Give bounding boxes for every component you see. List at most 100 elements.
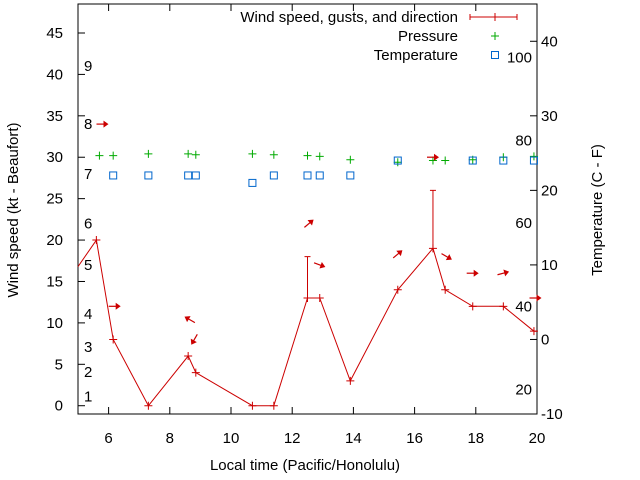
wind-speed-point (315, 294, 324, 303)
pressure-point (191, 150, 200, 159)
x-tick-label: 8 (166, 430, 174, 447)
plot-frame (77, 3, 538, 415)
x-tick-label: 18 (467, 430, 484, 447)
temperature-point (393, 156, 402, 165)
y2-tick-label: 0 (541, 331, 549, 348)
temperature-point (184, 171, 193, 180)
temperature-point (499, 156, 508, 165)
wind-direction-arrow (466, 269, 479, 277)
legend-label: Wind speed, gusts, and direction (240, 9, 458, 26)
y-tick-label: 35 (46, 108, 63, 125)
wind-speed-point (269, 401, 278, 410)
wind-speed-point (92, 236, 101, 245)
wind-direction-arrow (441, 253, 452, 261)
y-tick-label: 10 (46, 315, 63, 332)
wind-speed-point (346, 376, 355, 385)
y2-tick-label: 30 (541, 108, 558, 125)
arrow-head (184, 316, 191, 323)
arrow-head (396, 250, 403, 257)
pressure-point (529, 152, 538, 161)
wind-speed-line (77, 238, 537, 407)
wind-speed-point (144, 401, 153, 410)
y-tick-label: 20 (46, 232, 63, 249)
wind-direction-arrow (313, 261, 326, 269)
wind-direction-arrow (190, 334, 198, 345)
wind-speed-point (499, 302, 508, 311)
wind-direction-arrow (392, 250, 403, 259)
y-tick-label: 15 (46, 273, 63, 290)
wind-speed-point (191, 368, 200, 377)
fahrenheit-label: 100 (507, 50, 532, 67)
x-tick-label: 14 (345, 430, 362, 447)
pressure-point (393, 158, 402, 167)
x-axis-title: Local time (Pacific/Honolulu) (210, 457, 400, 474)
wind-direction-arrow (184, 316, 196, 324)
fahrenheit-label: 20 (515, 381, 532, 398)
y-tick-label: 25 (46, 191, 63, 208)
x-tick-label: 12 (284, 430, 301, 447)
fahrenheit-label: 40 (515, 299, 532, 316)
arrow-head (536, 294, 542, 302)
wind-direction-arrow (497, 269, 510, 277)
y-tick-label: 40 (46, 66, 63, 83)
wind-direction-arrow (529, 294, 542, 302)
beaufort-label: 8 (84, 116, 92, 133)
wind-speed-point (393, 285, 402, 294)
y-tick-label: 45 (46, 25, 63, 42)
inner-scale-labels: 1 2 3 4 5 6 7 8 9 20 40 60 80 100 (84, 50, 532, 406)
x-tick-label: 16 (406, 430, 423, 447)
temperature-point (191, 171, 200, 180)
arrow-head (115, 302, 121, 310)
wind-speed-point (248, 401, 257, 410)
temperature-point (269, 171, 278, 180)
y-tick-label: 0 (55, 398, 63, 415)
legend-label: Pressure (398, 28, 458, 45)
x-tick-label: 20 (529, 430, 546, 447)
beaufort-label: 7 (84, 166, 92, 183)
arrow-head (319, 261, 326, 269)
temperature-point (315, 171, 324, 180)
arrow-head (434, 153, 439, 161)
arrow-head (307, 219, 314, 226)
beaufort-label: 6 (84, 215, 92, 232)
y2-tick-label: -10 (541, 406, 563, 423)
pressure-point (346, 155, 355, 164)
y2-tick-label: 40 (541, 33, 558, 50)
beaufort-label: 5 (84, 257, 92, 274)
wind-direction-arrow (96, 120, 109, 128)
pressure-point (248, 149, 257, 158)
pressure-point (95, 151, 104, 160)
wind-speed-point (468, 302, 477, 311)
pressure-point (144, 149, 153, 158)
wind-speed-point (184, 352, 193, 361)
temperature-point (346, 171, 355, 180)
wind-speed-point (441, 285, 450, 294)
temperature-point (248, 178, 257, 187)
arrow-head (473, 269, 479, 277)
wind-speed-point (109, 335, 118, 344)
pressure-point (315, 152, 324, 161)
x-tick-label: 10 (223, 430, 240, 447)
wind-direction-arrow (108, 302, 121, 310)
legend-label: Temperature (374, 47, 458, 64)
temperature-point (303, 171, 312, 180)
temperature-point (109, 171, 118, 180)
beaufort-label: 4 (84, 306, 92, 323)
y-tick-label: 5 (55, 356, 63, 373)
legend-marker (491, 51, 499, 59)
beaufort-label: 9 (84, 58, 92, 75)
temperature-point (529, 156, 538, 165)
y2-tick-label: 20 (541, 182, 558, 199)
y2-axis-title: Temperature (C - F) (589, 144, 606, 276)
wind-speed-point (529, 327, 538, 336)
y-axis-title: Wind speed (kt - Beaufort) (5, 122, 22, 297)
pressure-point (184, 149, 193, 158)
pressure-point (303, 151, 312, 160)
wind-direction-arrow (427, 153, 439, 161)
series-layer (77, 120, 542, 410)
wind-direction-arrow (304, 219, 314, 228)
legend-marker (491, 13, 499, 21)
fahrenheit-label: 60 (515, 215, 532, 232)
